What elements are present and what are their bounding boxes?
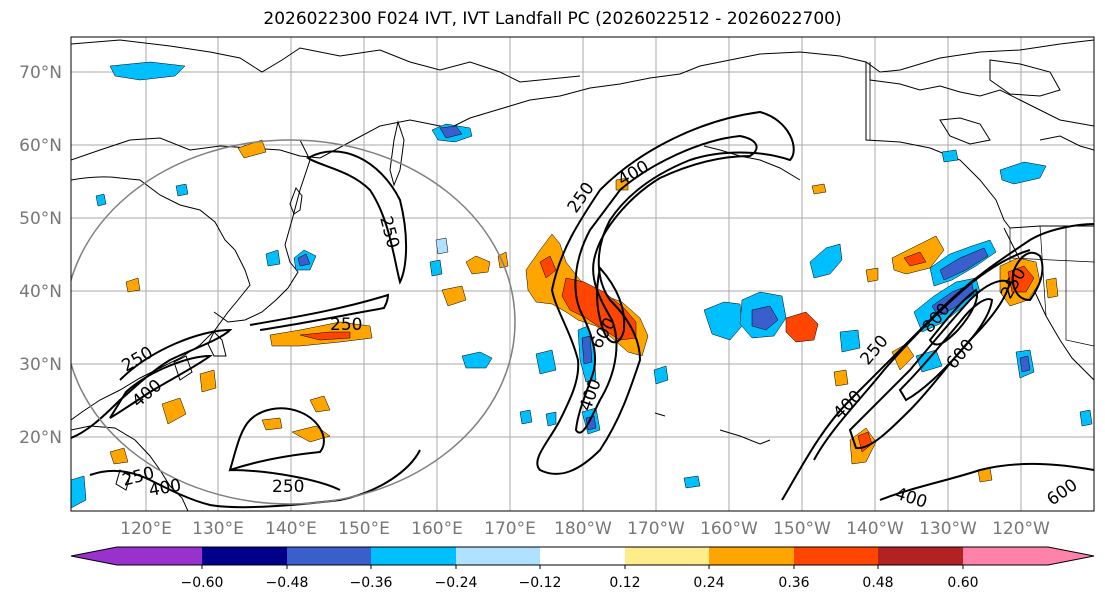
- lon-label: 130°E: [192, 519, 244, 539]
- colorbar-swatch: [202, 547, 287, 565]
- lon-label: 140°W: [846, 519, 904, 539]
- colorbar-swatch: [794, 547, 878, 565]
- colorbar-swatch: [287, 547, 371, 565]
- longitude-labels: 120°E 130°E 140°E 150°E 160°E 170°E 180°…: [120, 519, 1050, 539]
- colorbar-swatch: [456, 547, 540, 565]
- lon-label: 120°E: [120, 519, 172, 539]
- lon-label: 160°W: [700, 519, 758, 539]
- colorbar-swatch: [963, 547, 1094, 565]
- colorbar-swatch: [878, 547, 963, 565]
- lat-label: 20°N: [19, 428, 62, 448]
- lon-label: 180°W: [554, 519, 612, 539]
- colorbar-tick-label: −0.12: [519, 575, 562, 591]
- map-frame: [70, 36, 1095, 512]
- colorbar-tick-label: 0.12: [609, 575, 640, 591]
- landfall-region-circle: [71, 139, 516, 505]
- gridlines: [71, 37, 1094, 511]
- colorbar-tick-label: 0.48: [862, 575, 893, 591]
- colorbar: −0.60 −0.48 −0.36 −0.24 −0.12 0.12 0.24 …: [70, 546, 1095, 591]
- colorbar-tick-label: 0.60: [947, 575, 978, 591]
- contour-label: 250: [272, 477, 304, 497]
- coastlines: [71, 39, 1094, 511]
- lat-label: 30°N: [19, 355, 62, 375]
- lon-label: 130°W: [919, 519, 977, 539]
- colorbar-swatch: [540, 547, 625, 565]
- lon-label: 160°E: [411, 519, 463, 539]
- colorbar-swatch: [625, 547, 709, 565]
- colorbar-tick-label: −0.60: [181, 575, 224, 591]
- map-title: 2026022300 F024 IVT, IVT Landfall PC (20…: [263, 9, 842, 29]
- lon-label: 170°W: [627, 519, 685, 539]
- lon-label: 120°W: [992, 519, 1050, 539]
- lat-label: 50°N: [19, 209, 62, 229]
- colorbar-swatch: [371, 547, 456, 565]
- colorbar-tick-label: 0.24: [693, 575, 724, 591]
- colorbar-tick-label: −0.48: [266, 575, 309, 591]
- ivt-contours: [71, 110, 1094, 509]
- lon-label: 140°E: [265, 519, 317, 539]
- colorbar-swatch: [71, 547, 202, 565]
- lon-label: 170°E: [484, 519, 536, 539]
- lon-label: 150°W: [773, 519, 831, 539]
- lat-label: 40°N: [19, 282, 62, 302]
- latitude-labels: 70°N 60°N 50°N 40°N 30°N 20°N: [19, 63, 62, 448]
- colorbar-tick-label: −0.24: [435, 575, 478, 591]
- lat-label: 60°N: [19, 136, 62, 156]
- contour-label: 250: [330, 315, 362, 335]
- lat-label: 70°N: [19, 63, 62, 83]
- colorbar-tick-label: 0.36: [778, 575, 809, 591]
- colorbar-tick-label: −0.36: [350, 575, 393, 591]
- lon-label: 150°E: [338, 519, 390, 539]
- colorbar-swatch: [709, 547, 794, 565]
